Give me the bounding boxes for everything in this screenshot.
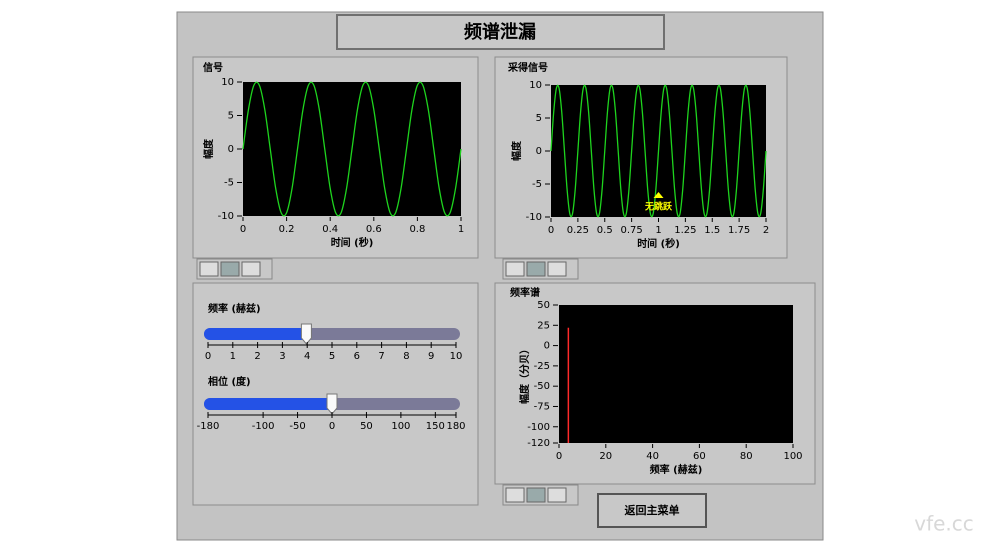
annotation: 无跳跃 — [644, 201, 673, 213]
slider-tick-label: 4 — [304, 351, 310, 362]
chart-title: 信号 — [203, 61, 223, 74]
slider-tick-label: 10 — [450, 351, 463, 362]
slider-tick-label: 9 — [428, 351, 434, 362]
x-tick-label: 100 — [783, 451, 802, 462]
y-tick-label: 5 — [228, 111, 234, 122]
x-tick-label: 0.6 — [366, 224, 382, 235]
toolbar — [502, 258, 579, 280]
slider-label: 相位 (度) — [208, 375, 251, 388]
x-axis-label: 频率 (赫兹) — [650, 463, 703, 476]
cursor-tool[interactable] — [505, 487, 525, 503]
y-tick-label: -10 — [526, 212, 542, 223]
y-axis-label: 幅度（分贝） — [518, 344, 531, 404]
button-label[interactable]: 返回主菜单 — [625, 503, 680, 517]
page-title: 频谱泄漏 — [464, 21, 536, 43]
y-tick-label: 10 — [221, 77, 234, 88]
cursor-tool[interactable] — [199, 261, 219, 277]
slider-tick-label: 8 — [403, 351, 409, 362]
x-tick-label: 1 — [458, 224, 464, 235]
menu-button[interactable] — [597, 493, 707, 528]
cursor-tool[interactable] — [505, 261, 525, 277]
slider-tick-label: 50 — [360, 421, 373, 432]
x-tick-label: 20 — [599, 451, 612, 462]
x-tick-label: 0.25 — [567, 225, 589, 236]
title-box — [336, 14, 665, 50]
pan-tool[interactable] — [547, 487, 567, 503]
slider-tick-label: -100 — [252, 421, 275, 432]
x-axis-label: 时间 (秒) — [637, 237, 680, 250]
slider-tick-label: 3 — [279, 351, 285, 362]
x-axis-label: 时间 (秒) — [331, 236, 374, 249]
y-tick-label: -50 — [534, 381, 550, 392]
x-tick-label: 0.2 — [279, 224, 295, 235]
zoom-tool[interactable] — [220, 261, 240, 277]
slider-thumb[interactable] — [326, 393, 338, 415]
plot-area — [559, 305, 793, 443]
watermark: vfe.cc — [914, 512, 974, 536]
zoom-tool[interactable] — [526, 261, 546, 277]
y-tick-label: 0 — [544, 341, 550, 352]
slider-tick-label: -180 — [197, 421, 220, 432]
slider-tick-label: 2 — [254, 351, 260, 362]
y-tick-label: -75 — [534, 401, 550, 412]
slider-tick-label: -50 — [289, 421, 305, 432]
x-tick-label: 40 — [646, 451, 659, 462]
slider-tick-label: 0 — [205, 351, 211, 362]
annotation-marker — [653, 192, 664, 198]
y-tick-label: -100 — [527, 422, 550, 433]
x-tick-label: 0.4 — [322, 224, 338, 235]
signal-line — [242, 81, 462, 217]
pan-tool[interactable] — [547, 261, 567, 277]
slider-fill — [204, 398, 332, 410]
y-tick-label: -120 — [527, 438, 550, 449]
slider-tick-label: 150 — [426, 421, 445, 432]
x-tick-label: 0.75 — [620, 225, 642, 236]
slider-tick-label: 100 — [391, 421, 410, 432]
x-tick-label: 0.8 — [409, 224, 425, 235]
x-tick-label: 60 — [693, 451, 706, 462]
y-tick-label: 50 — [537, 300, 550, 311]
x-tick-label: 0.5 — [597, 225, 613, 236]
slider-tick-label: 5 — [329, 351, 335, 362]
x-tick-label: 80 — [740, 451, 753, 462]
toolbar — [502, 484, 579, 506]
x-tick-label: 1.5 — [704, 225, 720, 236]
y-tick-label: 5 — [536, 113, 542, 124]
y-axis-label: 幅度 — [202, 138, 215, 159]
slider-fill — [204, 328, 307, 340]
x-tick-label: 2 — [763, 225, 769, 236]
y-tick-label: 0 — [536, 146, 542, 157]
y-tick-label: -10 — [218, 211, 234, 222]
chart-title: 频率谱 — [510, 286, 540, 299]
chart-title: 采得信号 — [507, 61, 548, 74]
x-tick-label: 0 — [240, 224, 246, 235]
slider-label: 频率 (赫兹) — [208, 302, 261, 315]
y-tick-label: 0 — [228, 144, 234, 155]
slider-tick-label: 1 — [230, 351, 236, 362]
y-tick-label: -5 — [532, 179, 542, 190]
y-tick-label: 25 — [537, 320, 550, 331]
pan-tool[interactable] — [241, 261, 261, 277]
slider-tick-label: 180 — [446, 421, 465, 432]
zoom-tool[interactable] — [526, 487, 546, 503]
x-tick-label: 0 — [556, 451, 562, 462]
y-axis-label: 幅度 — [510, 140, 523, 161]
slider-tick-label: 7 — [378, 351, 384, 362]
x-tick-label: 1.25 — [674, 225, 696, 236]
slider-tick-label: 6 — [354, 351, 360, 362]
toolbar — [196, 258, 273, 280]
signal-line — [550, 84, 767, 218]
y-tick-label: -25 — [534, 361, 550, 372]
y-tick-label: 10 — [529, 80, 542, 91]
slider-thumb[interactable] — [300, 323, 312, 345]
y-tick-label: -5 — [224, 178, 234, 189]
slider-tick-label: 0 — [329, 421, 335, 432]
x-tick-label: 0 — [548, 225, 554, 236]
x-tick-label: 1 — [655, 225, 661, 236]
x-tick-label: 1.75 — [728, 225, 750, 236]
